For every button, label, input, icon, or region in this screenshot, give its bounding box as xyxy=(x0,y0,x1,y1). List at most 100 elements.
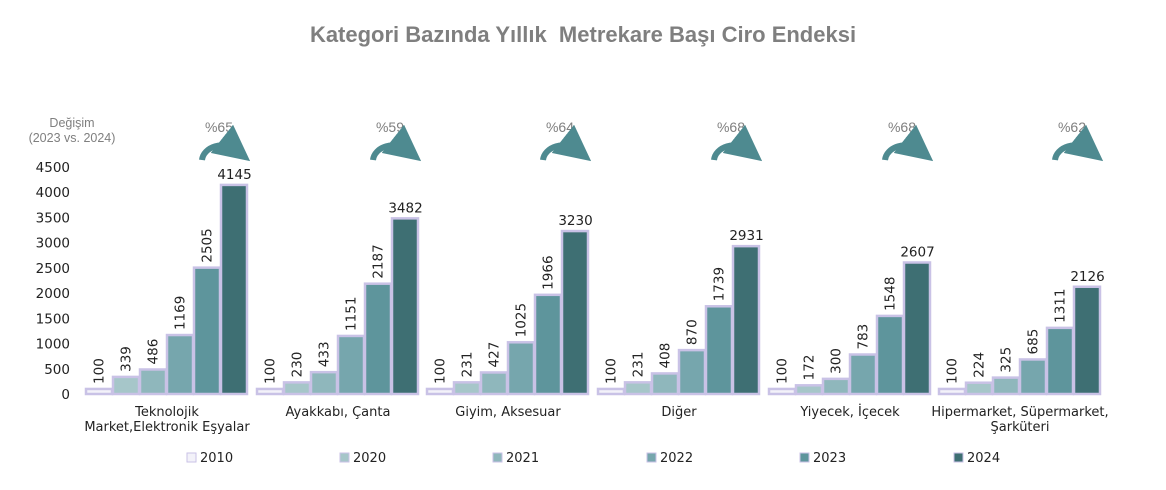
bar xyxy=(452,381,482,396)
y-tick-label: 4500 xyxy=(36,160,70,176)
bar xyxy=(875,314,905,396)
legend-swatch xyxy=(339,452,350,463)
data-label: 1025 xyxy=(514,303,530,337)
data-label: 172 xyxy=(802,355,818,381)
data-label: 100 xyxy=(433,358,449,384)
legend-label: 2020 xyxy=(353,451,386,466)
data-label: 1151 xyxy=(344,297,360,331)
data-label: 3230 xyxy=(558,213,592,229)
legend-label: 2024 xyxy=(967,451,1000,466)
data-label: 224 xyxy=(972,352,988,378)
data-label: 2931 xyxy=(729,228,763,244)
bar xyxy=(363,282,393,396)
legend-label: 2021 xyxy=(506,451,539,466)
bar xyxy=(794,384,824,396)
bar xyxy=(506,341,536,396)
legend-swatch xyxy=(953,452,964,463)
bar xyxy=(991,376,1021,396)
bar xyxy=(848,353,878,396)
bar xyxy=(767,387,797,396)
bar xyxy=(425,387,455,396)
data-label: 2126 xyxy=(1070,269,1104,285)
bar xyxy=(111,375,141,396)
chart-title: Kategori Bazında Yıllık Metrekare Başı C… xyxy=(309,22,857,47)
bar xyxy=(1018,358,1048,396)
data-label: 4145 xyxy=(217,167,251,183)
data-label: 100 xyxy=(604,358,620,384)
legend-swatch xyxy=(492,452,503,463)
bar xyxy=(821,377,851,396)
data-label: 783 xyxy=(856,324,872,350)
y-axis: 0 500 1000 1500 2000 2500 3000 3500 4000 4500 xyxy=(36,160,70,403)
y-tick-label: 500 xyxy=(44,362,70,378)
data-label: 433 xyxy=(317,341,333,367)
curved-arrow-icon xyxy=(711,124,763,162)
change-percent-label: %59 xyxy=(376,119,404,135)
bar xyxy=(219,183,249,396)
bar xyxy=(255,387,285,396)
data-label: 408 xyxy=(658,343,674,369)
curved-arrow-icon xyxy=(540,124,592,162)
bar xyxy=(1045,326,1075,396)
change-percent-label: %64 xyxy=(546,119,574,135)
bar xyxy=(1072,285,1102,396)
bar xyxy=(964,381,994,396)
data-label: 300 xyxy=(829,348,845,374)
data-label: 685 xyxy=(1026,329,1042,355)
change-label-line-1: Değişim xyxy=(49,116,95,130)
category-label: Şarküteri xyxy=(991,420,1050,435)
bars xyxy=(84,183,1102,396)
bar xyxy=(902,261,932,396)
bar xyxy=(623,381,653,396)
data-label: 2505 xyxy=(200,228,216,262)
y-tick-label: 1500 xyxy=(36,311,70,327)
bar xyxy=(165,333,195,396)
y-tick-label: 3500 xyxy=(36,210,70,226)
bar xyxy=(677,348,707,396)
change-percent-label: %65 xyxy=(205,119,233,135)
legend-swatch xyxy=(186,452,197,463)
change-arrows: %65 %59 %64 %68 %68 %62 xyxy=(199,119,1104,162)
data-label: 325 xyxy=(999,347,1015,373)
legend-swatch xyxy=(646,452,657,463)
bar xyxy=(192,266,222,396)
bar xyxy=(479,371,509,396)
bar xyxy=(704,305,734,396)
legend: 2010 2020 2021 2022 2023 2024 xyxy=(186,451,1000,466)
bar xyxy=(533,293,563,396)
change-percent-label: %68 xyxy=(717,119,745,135)
data-label: 3482 xyxy=(388,200,422,216)
bar xyxy=(596,387,626,396)
change-percent-label: %62 xyxy=(1058,119,1086,135)
change-percent-label: %68 xyxy=(888,119,916,135)
bar xyxy=(336,334,366,396)
bar xyxy=(309,370,339,396)
legend-label: 2010 xyxy=(200,451,233,466)
category-label: Diğer xyxy=(661,405,697,420)
value-labels: 100 100 100 100 100 100 339 230 231 231 172 224 486 4… xyxy=(92,167,1105,384)
data-label: 100 xyxy=(945,358,961,384)
y-tick-label: 3000 xyxy=(36,236,70,252)
category-label: Market,Elektronik Eşyalar xyxy=(84,420,250,435)
bar xyxy=(84,387,114,396)
legend-label: 2023 xyxy=(813,451,846,466)
data-label: 100 xyxy=(775,358,791,384)
curved-arrow-icon xyxy=(882,124,934,162)
data-label: 1311 xyxy=(1053,289,1069,323)
data-label: 100 xyxy=(263,358,279,384)
category-label: Hipermarket, Süpermarket, xyxy=(931,405,1108,420)
legend-swatch xyxy=(799,452,810,463)
change-label: Değişim (2023 vs. 2024) xyxy=(12,116,132,146)
bar xyxy=(138,368,168,396)
data-label: 870 xyxy=(685,319,701,345)
data-label: 2607 xyxy=(900,244,934,260)
data-label: 427 xyxy=(487,342,503,368)
data-label: 1966 xyxy=(541,255,557,289)
y-tick-label: 1000 xyxy=(36,337,70,353)
bar xyxy=(282,381,312,396)
data-label: 1169 xyxy=(173,296,189,330)
category-label: Giyim, Aksesuar xyxy=(455,405,561,420)
y-tick-label: 0 xyxy=(61,387,70,403)
